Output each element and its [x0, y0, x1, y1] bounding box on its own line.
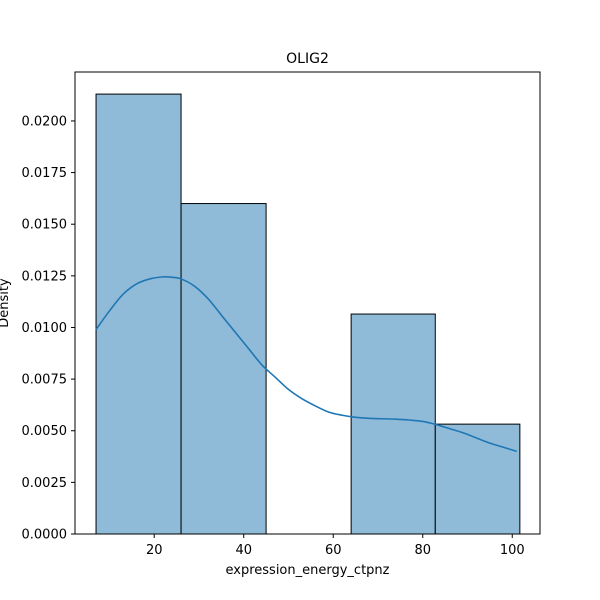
- y-tick-label: 0.0000: [22, 528, 68, 543]
- x-tick-label: 60: [325, 543, 342, 558]
- histogram-bar-4: [350, 313, 436, 535]
- y-tick-label: 0.0200: [22, 114, 68, 129]
- y-tick-label: 0.0025: [22, 476, 68, 491]
- y-tick-label: 0.0100: [22, 321, 68, 336]
- x-tick-label: 40: [235, 543, 252, 558]
- x-axis-ticks: 20 40 60 80 100: [146, 534, 525, 558]
- plot-frame: [74, 71, 541, 535]
- x-tick-label: 100: [500, 543, 525, 558]
- chart-title: OLIG2: [286, 51, 329, 67]
- kde-curve-group: [95, 275, 517, 453]
- x-tick-label: 20: [146, 543, 163, 558]
- histogram-bar-2: [180, 203, 267, 535]
- y-axis-label: Density: [0, 278, 12, 328]
- y-tick-label: 0.0125: [22, 269, 68, 284]
- y-axis-ticks: 0.0000 0.0025 0.0050 0.0075 0.0100 0.0125 0.01…: [22, 114, 75, 543]
- y-tick-label: 0.0150: [22, 218, 68, 233]
- kde-curve: [95, 275, 517, 453]
- histogram-bar-5: [434, 423, 521, 535]
- histogram-bars: [95, 93, 521, 535]
- y-tick-label: 0.0175: [22, 166, 68, 181]
- y-tick-label: 0.0050: [22, 424, 68, 439]
- histogram-bar-1: [95, 93, 182, 535]
- x-tick-label: 80: [414, 543, 431, 558]
- x-axis-label: expression_energy_ctpnz: [226, 563, 390, 578]
- y-tick-label: 0.0075: [22, 373, 68, 388]
